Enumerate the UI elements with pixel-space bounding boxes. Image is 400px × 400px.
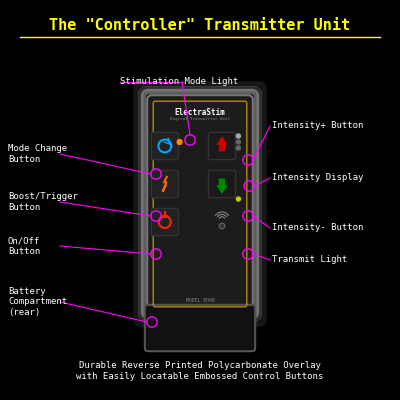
Text: Intensity- Button: Intensity- Button: [272, 224, 363, 232]
FancyBboxPatch shape: [208, 132, 236, 160]
Text: The "Controller" Transmitter Unit: The "Controller" Transmitter Unit: [50, 18, 350, 34]
Circle shape: [236, 146, 240, 150]
Circle shape: [219, 223, 225, 229]
FancyBboxPatch shape: [208, 170, 236, 198]
Polygon shape: [217, 179, 227, 193]
FancyBboxPatch shape: [147, 95, 253, 313]
FancyBboxPatch shape: [145, 305, 255, 351]
Text: Battery
Compartment
(rear): Battery Compartment (rear): [8, 287, 67, 317]
FancyBboxPatch shape: [151, 208, 178, 236]
Circle shape: [177, 140, 182, 144]
Text: On/Off
Button: On/Off Button: [8, 236, 40, 256]
FancyBboxPatch shape: [151, 132, 178, 160]
Text: ElectraStim: ElectraStim: [174, 108, 226, 117]
Circle shape: [236, 140, 240, 144]
Circle shape: [236, 197, 240, 201]
Text: Durable Reverse Printed Polycarbonate Overlay
with Easily Locatable Embossed Con: Durable Reverse Printed Polycarbonate Ov…: [76, 362, 324, 381]
Circle shape: [236, 134, 240, 138]
Text: Mode Change
Button: Mode Change Button: [8, 144, 67, 164]
Polygon shape: [217, 137, 227, 151]
Text: Digital Transmitter Unit: Digital Transmitter Unit: [170, 117, 230, 121]
Text: +: +: [218, 143, 226, 152]
Text: Transmit Light: Transmit Light: [272, 256, 347, 264]
Text: −: −: [217, 175, 227, 185]
Text: Intensity+ Button: Intensity+ Button: [272, 122, 363, 130]
Text: Stimulation Mode Light: Stimulation Mode Light: [120, 78, 238, 86]
Text: MODEL EH48: MODEL EH48: [186, 298, 214, 303]
Text: Boost/Trigger
Button: Boost/Trigger Button: [8, 192, 78, 212]
FancyBboxPatch shape: [151, 170, 178, 198]
Text: Intensity Display: Intensity Display: [272, 174, 363, 182]
